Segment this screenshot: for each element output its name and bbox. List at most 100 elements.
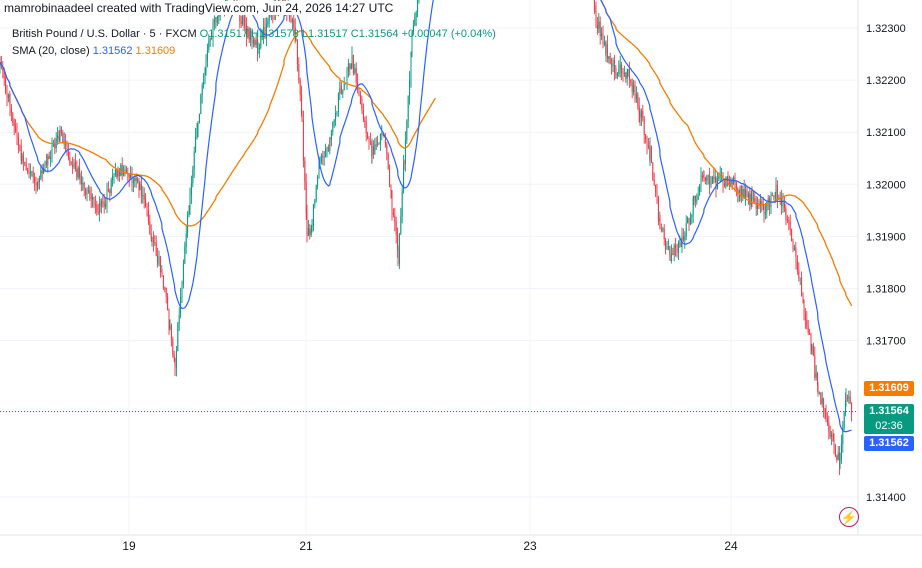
candle-body [764,212,766,215]
candle-body [302,119,304,161]
candle-body [715,177,717,189]
candle-body [173,354,175,359]
candle-body [261,35,263,37]
candle-body [788,220,790,222]
candle-body [612,60,614,66]
candle-body [172,339,174,355]
candle-body [152,237,154,243]
candle-body [339,86,341,89]
candle-body [43,169,45,174]
candle-body [322,156,324,158]
candles-layer [0,0,853,476]
candle-body [789,221,791,229]
candle-body [52,142,54,147]
candle-body [17,137,19,146]
symbol-name[interactable]: British Pound / U.S. Dollar · 5 · FXCM [12,28,197,40]
candle-body [364,120,366,122]
candle-body [815,373,817,378]
candle-body [295,35,297,41]
candle-body [298,64,300,81]
candle-body [410,52,412,81]
candle-body [22,155,24,162]
candle-body [379,134,381,144]
candle-body [296,40,298,65]
candle-body [165,287,167,297]
candle-body [301,94,303,115]
candle-body [771,194,773,197]
candle-body [346,71,348,84]
candle-body [699,185,701,196]
candle-body [740,186,742,197]
candle-body [177,323,179,351]
chart-caption: mamrobinaadeel created with TradingView.… [4,1,394,15]
candle-body [291,19,293,23]
sma-slow-legend-value: 1.31609 [135,45,176,57]
candle-body [3,70,5,79]
candle-body [195,136,197,152]
candle-body [404,140,406,165]
candle-body [41,170,43,174]
candle-body [188,210,190,215]
candle-body [627,69,629,72]
tradingview-logo-icon[interactable]: ⚡ [839,507,859,527]
candle-body [707,175,709,177]
candle-body [622,73,624,74]
candle-body [672,253,674,255]
candle-body [682,236,684,241]
candle-body [802,295,804,301]
candle-body [754,198,756,203]
candle-body [770,194,772,207]
candle-body [669,254,671,262]
price-axis[interactable]: 1.31400 1.31700 1.31800 1.31900 1.32000 1.321… [866,23,906,504]
candle-body [775,184,777,195]
candle-body [51,146,53,158]
candle-body [779,197,781,200]
candle-body [85,188,87,195]
candle-body [751,194,753,199]
candle-body [168,310,170,329]
sma-indicator-label[interactable]: SMA (20, close) [12,45,90,57]
time-axis[interactable]: 19 21 23 24 [122,539,738,553]
candle-body [70,162,72,165]
candle-body [704,178,706,181]
candle-body [692,197,694,215]
candle-body [377,144,379,146]
candle-body [155,242,157,256]
candle-body [711,177,713,184]
candle-body [675,245,677,248]
candle-body [327,147,329,152]
candle-body [821,398,823,404]
candle-body [57,135,59,139]
candle-body [643,118,645,135]
candle-body [358,89,360,96]
candle-body [801,277,803,296]
candle-body [10,108,12,114]
candle-body [175,350,177,368]
candle-body [120,164,122,177]
time-tick-label: 24 [724,539,738,553]
candle-body [689,217,691,224]
candle-body [825,412,827,420]
candle-body [335,113,337,120]
candle-body [829,431,831,437]
candle-body [730,180,732,187]
candle-body [170,325,172,340]
candle-body [368,139,370,142]
candle-body [834,445,836,456]
candle-body [769,198,771,207]
candle-body [406,121,408,141]
candle-body [609,56,611,64]
candle-body [47,155,49,166]
candle-body [757,203,759,209]
candle-body [697,195,699,200]
candle-body [833,441,835,446]
candle-body [21,155,23,161]
candle-body [735,182,737,189]
candle-body [796,260,798,270]
candle-body [842,427,844,444]
candle-body [694,195,696,202]
candle-body [365,121,367,134]
candle-body [201,85,203,96]
